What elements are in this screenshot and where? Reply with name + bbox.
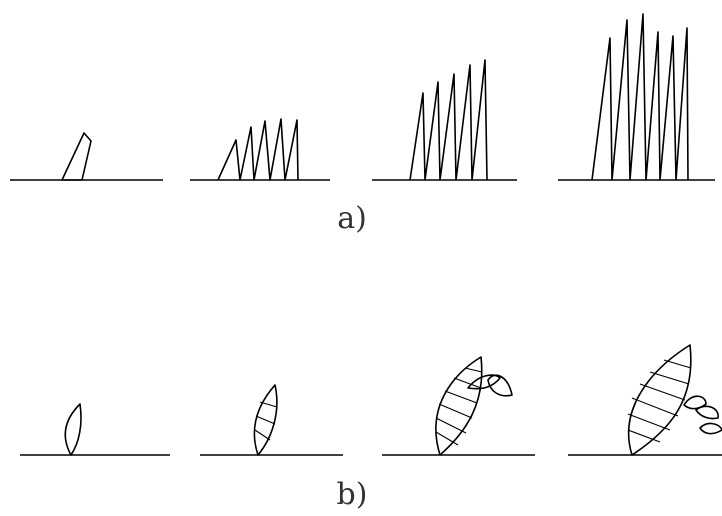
row-b: b) (20, 344, 722, 512)
leaf (627, 344, 692, 456)
leaf (253, 384, 278, 456)
caption: b) (337, 477, 368, 512)
small-leaves (683, 395, 722, 435)
blades (409, 59, 488, 181)
row-a: a) (10, 13, 715, 236)
blade (61, 132, 92, 181)
hatch (435, 367, 483, 446)
leaf (64, 403, 82, 456)
blades (591, 13, 689, 181)
hatch (627, 359, 692, 443)
blades (217, 118, 299, 181)
caption: a) (337, 201, 367, 236)
hatch (254, 401, 278, 441)
small-leaves (467, 374, 513, 397)
